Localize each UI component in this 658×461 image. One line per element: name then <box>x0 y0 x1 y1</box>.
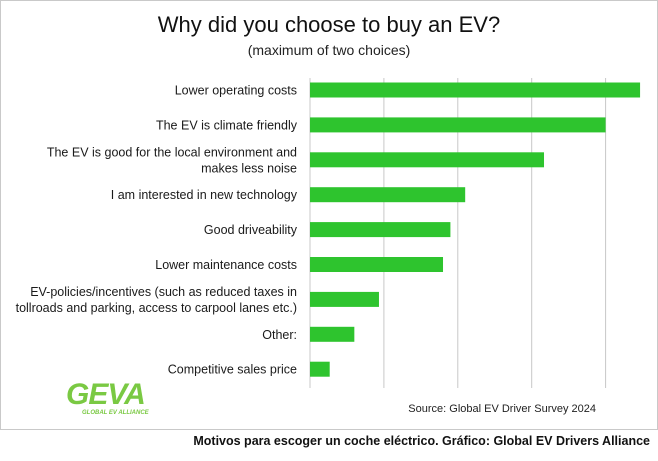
bar-2 <box>310 152 545 168</box>
category-label-3: I am interested in new technology <box>111 188 298 202</box>
logo-tagline: GLOBAL EV ALLIANCE <box>82 410 149 416</box>
image-caption: Motivos para escoger un coche eléctrico.… <box>193 434 650 448</box>
chart-frame <box>0 0 658 430</box>
bar-0 <box>310 82 641 98</box>
bar-1 <box>310 117 606 133</box>
bar-chart: Lower operating costs The EV is climate f… <box>16 78 641 388</box>
bar-3 <box>310 187 466 203</box>
chart-title: Why did you choose to buy an EV? <box>157 12 501 37</box>
category-label-5: Lower maintenance costs <box>155 258 297 272</box>
chart-subtitle: (maximum of two choices) <box>247 42 411 58</box>
category-label-7: Other: <box>262 328 297 342</box>
category-label-4: Good driveability <box>204 223 298 237</box>
bar-8 <box>310 361 330 377</box>
geva-logo: GEVA GLOBAL EV ALLIANCE <box>66 378 164 420</box>
bar-4 <box>310 222 451 238</box>
category-label-0: Lower operating costs <box>175 84 297 98</box>
category-label-1: The EV is climate friendly <box>156 118 298 132</box>
bar-5 <box>310 257 444 272</box>
bar-7 <box>310 326 355 342</box>
category-label-8: Competitive sales price <box>168 363 297 377</box>
source-note: Source: Global EV Driver Survey 2024 <box>408 403 596 415</box>
logo-wordmark: GEVA <box>66 378 146 411</box>
category-label-2: The EV is good for the local environment… <box>47 145 297 175</box>
category-label-6: EV-policies/incentives (such as reduced … <box>16 285 297 315</box>
bar-6 <box>310 291 379 307</box>
